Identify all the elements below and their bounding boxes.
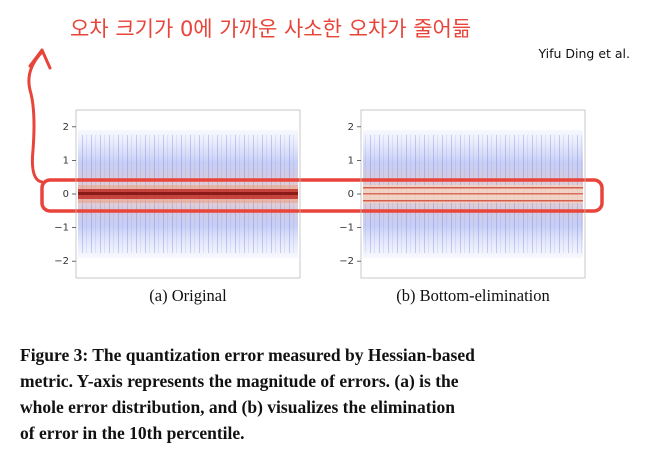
author: Yifu Ding et al. (537, 46, 630, 61)
arrow (27, 50, 44, 184)
y-tick-label: 2 (63, 122, 69, 133)
cloud-a (78, 130, 298, 258)
y-tick-label: −1 (339, 223, 354, 234)
cloud-b (363, 130, 583, 258)
highlight-box (40, 178, 604, 213)
annotation: 오차 크기가 0에 가까운 사소한 오차가 줄어듦 (70, 17, 471, 41)
subplot-caption: (a) Original (149, 286, 227, 305)
y-tick-label: −1 (54, 223, 69, 234)
caption-line: Figure 3: The quantization error measure… (20, 345, 475, 365)
subplot-caption: (b) Bottom-elimination (396, 286, 550, 305)
y-tick-label: 2 (348, 122, 354, 133)
y-tick-label: −2 (339, 256, 354, 267)
y-tick-label: 0 (63, 189, 69, 200)
y-tick-label: −2 (54, 256, 69, 267)
caption-line: metric. Y-axis represents the magnitude … (20, 371, 459, 391)
y-tick-label: 1 (348, 155, 354, 166)
charts: −2 −1 0 1 2 (a) Original −2 −1 0 1 2 (b) Bottom-eli… (54, 109, 586, 305)
figure-caption: Figure 3: The quantization error measure… (20, 345, 475, 443)
caption-line: whole error distribution, and (b) visual… (20, 397, 455, 417)
y-tick-label: 0 (348, 189, 354, 200)
y-tick-label: 1 (63, 155, 69, 166)
arrow-head (28, 48, 52, 70)
caption-line: of error in the 10th percentile. (20, 423, 245, 443)
